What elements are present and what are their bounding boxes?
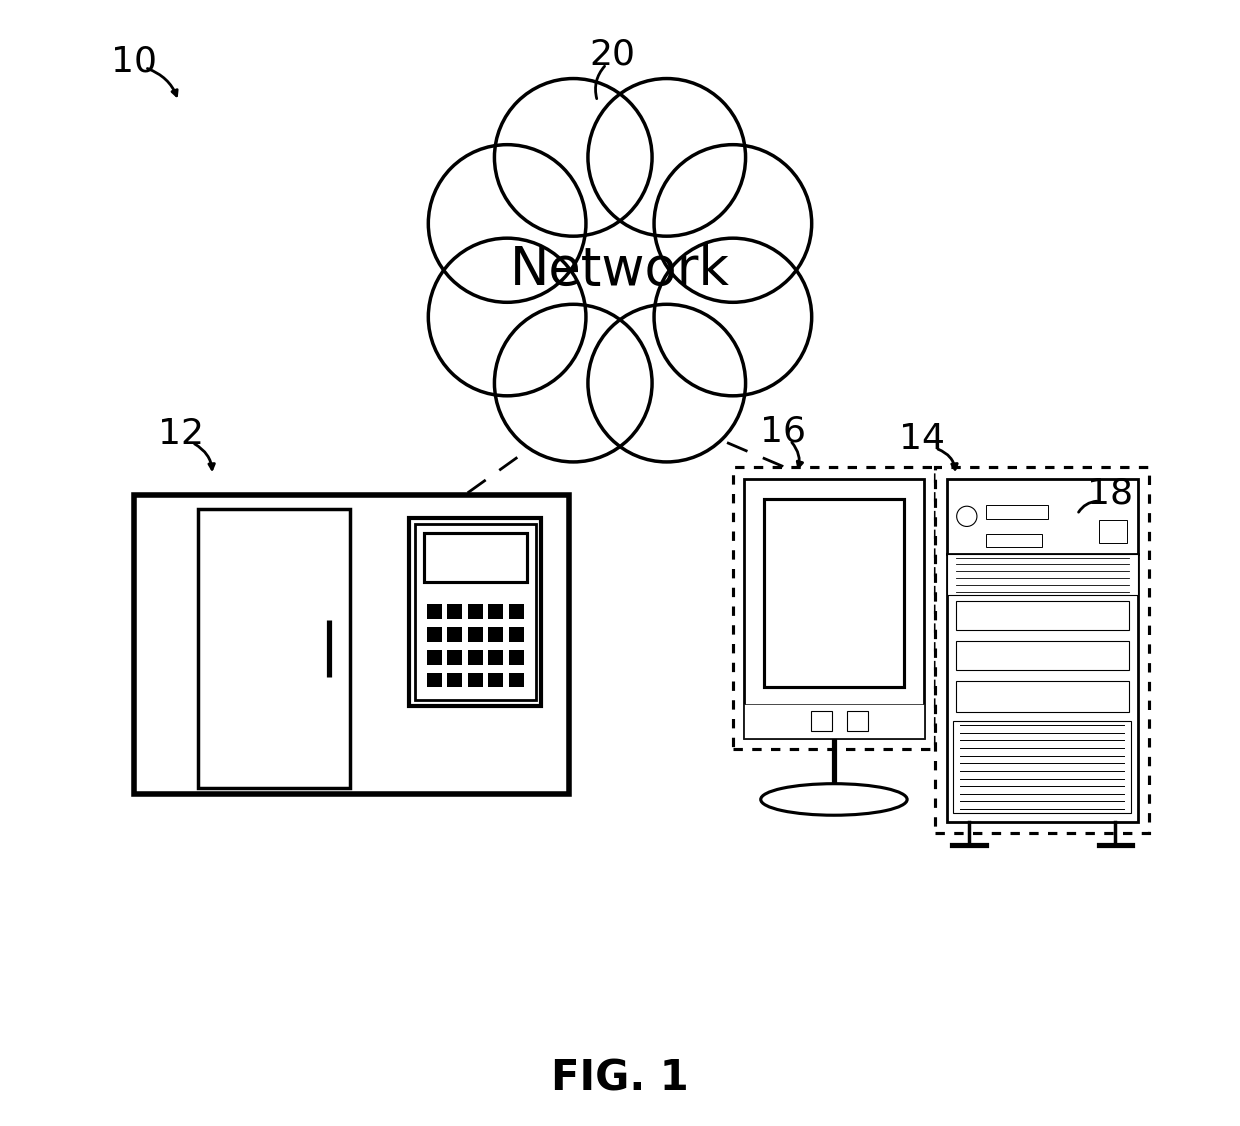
Circle shape [495, 79, 652, 236]
Circle shape [653, 239, 812, 396]
Circle shape [450, 260, 564, 374]
Circle shape [428, 144, 587, 302]
Bar [448, 672, 463, 688]
Text: Network: Network [510, 244, 730, 296]
Bar [415, 524, 536, 700]
Circle shape [479, 128, 761, 412]
Bar [986, 504, 1048, 518]
Bar [508, 672, 523, 688]
Bar [946, 479, 1138, 822]
Bar [744, 704, 924, 738]
Circle shape [517, 100, 630, 214]
Bar [467, 672, 482, 688]
Circle shape [517, 327, 630, 440]
Bar [448, 605, 463, 619]
Bar [197, 509, 350, 788]
Bar [811, 711, 832, 731]
Bar [489, 627, 503, 642]
Bar [427, 605, 441, 619]
Circle shape [588, 304, 745, 462]
Bar [733, 467, 935, 749]
Circle shape [495, 304, 652, 462]
Circle shape [610, 100, 723, 214]
Bar [134, 495, 569, 794]
Bar [448, 627, 463, 642]
Bar [467, 627, 482, 642]
Bar [956, 601, 1128, 629]
Bar [409, 518, 541, 706]
Text: 14: 14 [899, 422, 945, 456]
Circle shape [450, 167, 564, 280]
Bar [427, 672, 441, 688]
Bar [956, 681, 1128, 712]
Bar [508, 627, 523, 642]
Ellipse shape [761, 784, 908, 815]
Bar [508, 650, 523, 664]
Text: 12: 12 [157, 417, 203, 450]
Circle shape [428, 239, 587, 396]
Bar [847, 711, 868, 731]
Text: FIG. 1: FIG. 1 [551, 1057, 689, 1100]
Text: 10: 10 [110, 45, 156, 79]
Bar [508, 605, 523, 619]
Bar [489, 605, 503, 619]
Bar [424, 533, 527, 582]
Text: 18: 18 [1086, 476, 1133, 510]
Circle shape [676, 167, 790, 280]
Bar [427, 627, 441, 642]
Bar [467, 650, 482, 664]
Bar [956, 641, 1128, 670]
Circle shape [957, 507, 977, 527]
Bar [448, 650, 463, 664]
Text: 16: 16 [760, 414, 806, 448]
Bar [986, 534, 1043, 547]
Circle shape [676, 260, 790, 374]
Bar [946, 554, 1138, 596]
Circle shape [653, 144, 812, 302]
Circle shape [492, 142, 748, 399]
Bar [489, 672, 503, 688]
Bar [427, 650, 441, 664]
Bar [935, 467, 1149, 833]
Bar [489, 650, 503, 664]
Bar [1099, 520, 1127, 543]
Bar [744, 479, 924, 738]
Bar [467, 605, 482, 619]
Circle shape [610, 327, 723, 440]
Text: 20: 20 [589, 37, 635, 71]
Bar [764, 499, 904, 687]
Bar [954, 721, 1131, 813]
Circle shape [588, 79, 745, 236]
